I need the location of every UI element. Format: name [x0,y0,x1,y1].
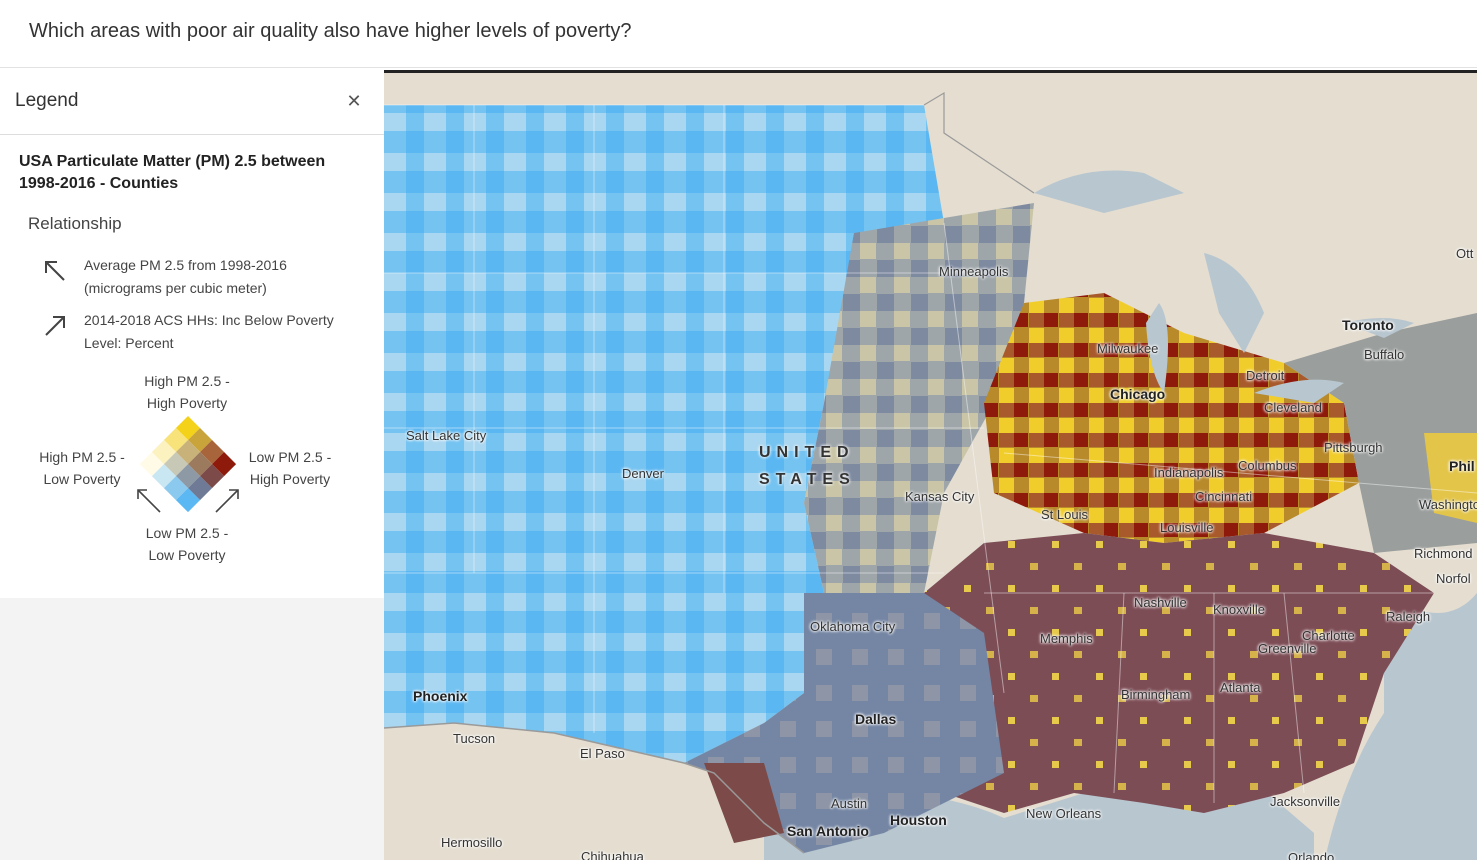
city-label: Salt Lake City [406,428,487,443]
legend-panel: Legend ✕ USA Particulate Matter (PM) 2.5… [0,68,384,598]
city-label: Milwaukee [1097,341,1159,356]
us-mexico-border [384,722,805,854]
lake-erie [1254,379,1344,403]
city-label: Atlanta [1220,680,1261,695]
city-label: Denver [622,466,664,481]
city-label: Chihuahua [581,849,644,860]
field-label: Average PM 2.5 from 1998-2016 [84,257,287,273]
state-boundaries [384,104,1477,803]
region-plains [804,203,1034,713]
city-label: Buffalo [1364,347,1405,362]
page-question: Which areas with poor air quality also h… [29,20,632,42]
field-label: 2014-2018 ACS HHs: Inc Below Poverty [84,312,334,328]
label-top: High PM 2.5 - High Poverty [144,373,230,411]
relationship-label: Relationship [28,214,122,233]
city-label: Hermosillo [441,835,503,850]
city-label: Richmond [1414,546,1473,561]
atlantic-ocean [1324,593,1477,860]
city-label: Birmingham [1121,687,1191,702]
label-right: Low PM 2.5 - High Poverty [248,449,332,487]
city-label: Houston [890,812,947,828]
city-label: El Paso [580,746,625,761]
city-label: Detroit [1246,368,1285,383]
city-label: Pittsburgh [1324,440,1383,455]
city-label: Columbus [1238,458,1297,473]
map-view[interactable]: UNITED STATES Minneapolis Milwaukee Chic… [384,70,1477,860]
city-label: Tucson [453,731,496,746]
city-label: Knoxville [1213,602,1266,617]
lake-ontario [1344,318,1414,338]
us-canada-border [923,91,1035,194]
city-label: Charlotte [1302,628,1355,643]
city-label: Kansas City [905,489,975,504]
city-label: Nashville [1134,595,1187,610]
city-label: Orlando [1288,850,1335,860]
choropleth-map[interactable] [384,73,1477,860]
arrow-up-left-icon [45,261,65,281]
city-label: Minneapolis [939,264,1009,279]
field-label: Level: Percent [84,335,174,351]
field-label: (micrograms per cubic meter) [84,280,267,296]
lake-michigan [1146,303,1168,393]
lake-huron [1204,253,1264,353]
legend-header: Legend ✕ [0,68,384,135]
city-label: Memphis [1040,631,1093,646]
legend-title: Legend [15,90,79,111]
city-label: Norfol [1436,571,1471,586]
city-label: Washington [1419,497,1477,512]
lake-superior [1034,170,1184,213]
city-label: Phil [1449,458,1475,474]
legend-empty-area [0,598,384,860]
city-label: Greenville [1258,641,1317,656]
bivariate-legend-diamond [137,416,239,513]
city-label: Cincinnati [1195,489,1253,504]
city-label: Phoenix [413,688,468,704]
layer-title: USA Particulate Matter (PM) 2.5 between … [19,153,326,192]
city-label: Chicago [1110,386,1166,402]
city-label: St Louis [1041,507,1088,522]
city-label: Dallas [855,711,897,727]
legend-swatch [175,416,201,441]
city-label: Raleigh [1386,609,1431,624]
city-label: Austin [831,796,868,811]
app-header: Which areas with poor air quality also h… [0,0,1477,68]
label-bottom: Low PM 2.5 - Low Poverty [145,525,229,563]
arrow-up-right-icon [45,316,65,336]
city-label: Louisville [1160,520,1214,535]
region-midwest [984,293,1359,543]
city-label: Oklahoma City [810,619,896,634]
region-northeast [1284,313,1477,553]
city-label: New Orleans [1026,806,1102,821]
label-left: High PM 2.5 - Low Poverty [39,449,125,487]
country-label: UNITED STATES [759,444,856,488]
city-label: San Antonio [787,823,869,839]
city-label: Indianapolis [1154,465,1224,480]
city-label: Toronto [1342,317,1394,333]
city-label: Jacksonville [1270,794,1341,809]
city-label: Cleveland [1264,400,1322,415]
city-label: Ott [1456,246,1474,261]
close-icon[interactable]: ✕ [346,91,362,111]
